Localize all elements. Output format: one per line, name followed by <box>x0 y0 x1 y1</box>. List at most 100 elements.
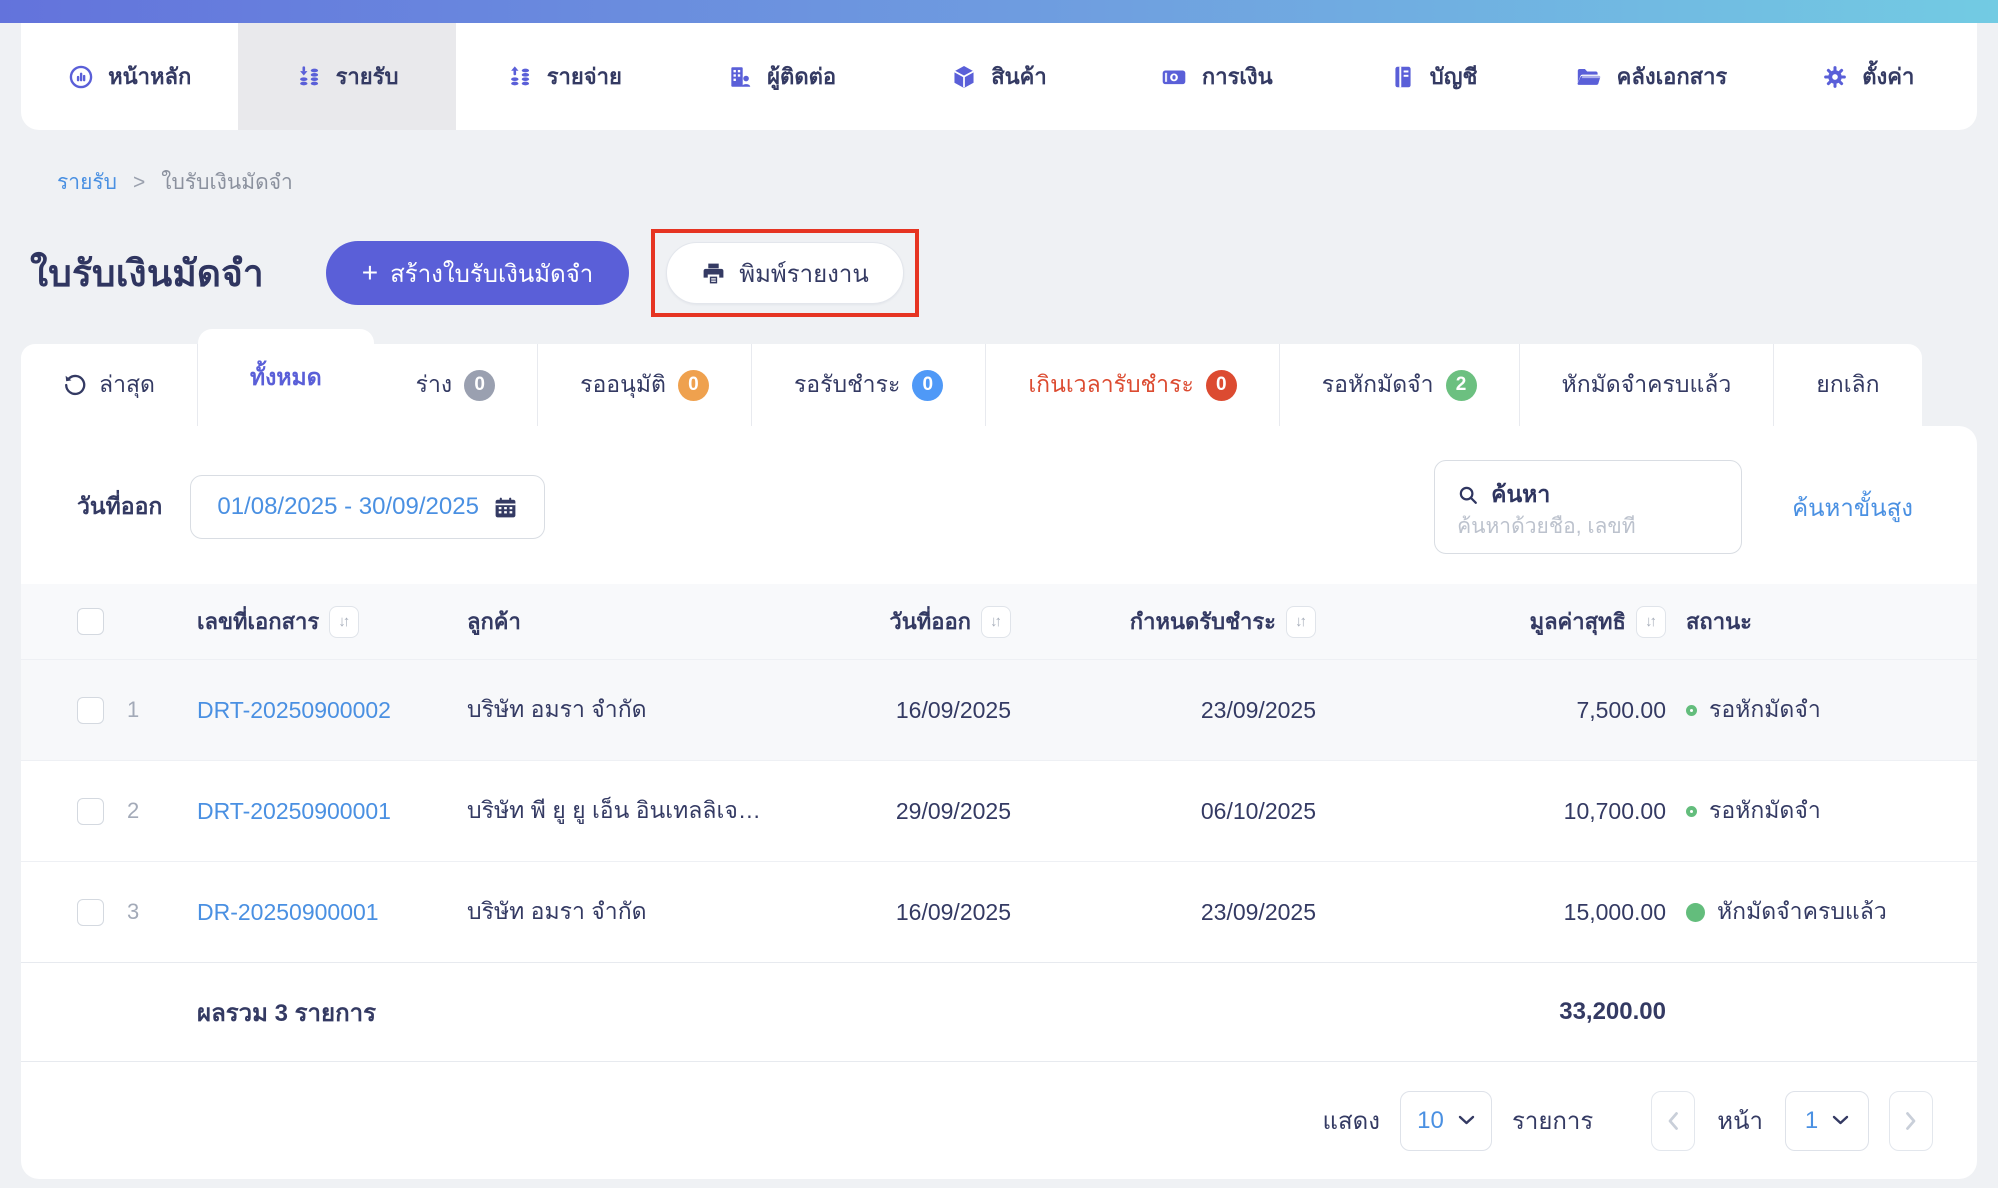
previous-page-button[interactable] <box>1651 1090 1696 1151</box>
chevron-left-icon <box>1668 1111 1679 1130</box>
show-label: แสดง <box>1322 1108 1380 1135</box>
pagination-bar: แสดง 10 รายการ หน้า 1 <box>21 1062 1977 1179</box>
page-title: ใบรับเงินมัดจำ <box>30 252 264 294</box>
nav-item-expense[interactable]: รายจ่าย <box>456 23 673 130</box>
nav-item-contacts[interactable]: ผู้ติดต่อ <box>673 23 890 130</box>
date-range-input[interactable]: 01/08/2025 - 30/09/2025 <box>190 475 545 539</box>
tab-label: ทั้งหมด <box>249 363 322 390</box>
nav-label: รายจ่าย <box>546 64 622 89</box>
status-cell: หักมัดจำครบแล้ว <box>1686 894 1941 930</box>
content-panel: วันที่ออก 01/08/2025 - 30/09/2025 ค้นหา … <box>21 426 1977 1179</box>
next-page-button[interactable] <box>1889 1090 1933 1151</box>
print-report-button[interactable]: พิมพ์รายงาน <box>666 242 904 304</box>
net-value-cell: 15,000.00 <box>1563 898 1666 925</box>
sort-net-value-icon[interactable]: ↓↑ <box>1636 605 1666 638</box>
expense-icon <box>510 65 529 85</box>
customer-cell: บริษัท อมรา จำกัด <box>467 898 647 924</box>
row-checkbox[interactable] <box>77 797 104 825</box>
status-dot-icon <box>1686 902 1705 922</box>
search-input[interactable] <box>1457 515 1720 539</box>
per-page-value: 10 <box>1417 1106 1444 1134</box>
summary-total: 33,200.00 <box>1559 998 1666 1025</box>
nav-label: บัญชี <box>1429 64 1478 89</box>
row-checkbox[interactable] <box>77 898 104 926</box>
header-due-date: กำหนดรับชำระ ↓↑ <box>1031 604 1316 639</box>
tab-cancelled[interactable]: ยกเลิก <box>1774 344 1922 426</box>
search-icon <box>1459 486 1477 504</box>
nav-item-documents[interactable]: คลังเอกสาร <box>1542 23 1759 130</box>
tab-awaiting-approval[interactable]: รออนุมัติ 0 <box>538 344 752 426</box>
tab-awaiting-payment[interactable]: รอรับชำระ 0 <box>751 344 987 426</box>
header-issue-date: วันที่ออก ↓↑ <box>796 604 1011 639</box>
tab-fully-deducted[interactable]: หักมัดจำครบแล้ว <box>1519 344 1775 426</box>
red-annotation-box: พิมพ์รายงาน <box>651 229 919 317</box>
breadcrumb-separator: > <box>133 170 146 194</box>
nav-item-home[interactable]: หน้าหลัก <box>21 23 238 130</box>
create-button-label: สร้างใบรับเงินมัดจำ <box>390 260 594 288</box>
nav-item-income[interactable]: รายรับ <box>238 23 456 130</box>
sort-doc-no-icon[interactable]: ↓↑ <box>329 605 360 638</box>
sort-issue-date-icon[interactable]: ↓↑ <box>981 605 1011 638</box>
tab-badge: 0 <box>912 369 944 401</box>
doc-number-link[interactable]: DR-20250900001 <box>197 898 379 925</box>
nav-label: คลังเอกสาร <box>1616 64 1728 89</box>
tab-label: ล่าสุด <box>99 371 155 397</box>
doc-number-link[interactable]: DRT-20250900002 <box>197 696 391 723</box>
nav-label: การเงิน <box>1201 64 1273 89</box>
header-customer-label: ลูกค้า <box>467 609 521 634</box>
tab-label: รอรับชำระ <box>793 371 901 397</box>
settings-icon <box>1824 65 1847 88</box>
status-tabbar: ล่าสุด ทั้งหมด ร่าง 0 รออนุมัติ 0 รอรับช… <box>21 329 1998 426</box>
tab-overdue-payment[interactable]: เกินเวลารับชำระ 0 <box>986 344 1280 426</box>
nav-label: รายรับ <box>335 64 399 89</box>
tab-badge: 0 <box>464 369 496 401</box>
header-net-value-label: มูลค่าสุทธิ <box>1529 609 1626 634</box>
header-status-label: สถานะ <box>1686 609 1752 634</box>
dashboard-icon <box>69 65 93 88</box>
doc-number-link[interactable]: DRT-20250900001 <box>197 797 391 824</box>
issue-date-cell: 29/09/2025 <box>895 797 1011 824</box>
header-doc-no-label: เลขที่เอกสาร <box>197 609 320 634</box>
date-range-value: 01/08/2025 - 30/09/2025 <box>217 493 479 520</box>
tab-awaiting-deduction[interactable]: รอหักมัดจำ 2 <box>1279 344 1520 426</box>
header-status: สถานะ <box>1686 604 1941 639</box>
table-row: 2 DRT-20250900001 บริษัท พี ยู ยู เอ็น อ… <box>21 760 1977 861</box>
breadcrumb-link-income[interactable]: รายรับ <box>57 171 117 194</box>
tab-badge: 0 <box>677 369 709 401</box>
nav-item-accounting[interactable]: บัญชี <box>1325 23 1542 130</box>
summary-row: ผลรวม 3 รายการ 33,200.00 <box>21 962 1977 1062</box>
breadcrumb: รายรับ > ใบรับเงินมัดจำ <box>57 166 1998 199</box>
search-title: ค้นหา <box>1491 481 1551 507</box>
nav-item-products[interactable]: สินค้า <box>890 23 1107 130</box>
tab-all[interactable]: ทั้งหมด <box>197 329 374 426</box>
page-select[interactable]: 1 <box>1785 1090 1869 1151</box>
due-date-cell: 06/10/2025 <box>1200 797 1316 824</box>
status-ring-icon <box>1686 805 1697 817</box>
sort-due-date-icon[interactable]: ↓↑ <box>1286 605 1316 638</box>
nav-label: ผู้ติดต่อ <box>767 64 837 89</box>
header-customer: ลูกค้า <box>467 604 776 639</box>
per-page-select[interactable]: 10 <box>1399 1090 1492 1151</box>
due-date-cell: 23/09/2025 <box>1200 898 1316 925</box>
create-deposit-receipt-button[interactable]: + สร้างใบรับเงินมัดจำ <box>325 241 630 305</box>
tab-draft[interactable]: ร่าง 0 <box>373 344 539 426</box>
status-cell: รอหักมัดจำ <box>1686 692 1941 728</box>
printer-icon <box>703 263 724 283</box>
status-label: รอหักมัดจำ <box>1709 696 1821 722</box>
nav-item-settings[interactable]: ตั้งค่า <box>1760 23 1977 130</box>
tab-badge: 0 <box>1205 369 1237 401</box>
select-all-checkbox[interactable] <box>77 608 104 635</box>
tab-latest[interactable]: ล่าสุด <box>21 344 198 426</box>
nav-item-finance[interactable]: การเงิน <box>1108 23 1325 130</box>
chevron-right-icon <box>1906 1111 1916 1130</box>
tab-label: รออนุมัติ <box>580 371 666 397</box>
row-checkbox[interactable] <box>77 696 104 724</box>
chevron-down-icon <box>1458 1115 1475 1125</box>
advanced-search-link[interactable]: ค้นหาขั้นสูง <box>1792 494 1913 522</box>
search-box: ค้นหา <box>1434 460 1743 554</box>
page-value: 1 <box>1804 1106 1819 1134</box>
plus-icon: + <box>361 257 379 288</box>
documents-icon <box>1577 68 1600 85</box>
income-icon <box>299 65 318 85</box>
table-row: 1 DRT-20250900002 บริษัท อมรา จำกัด 16/0… <box>21 659 1977 760</box>
